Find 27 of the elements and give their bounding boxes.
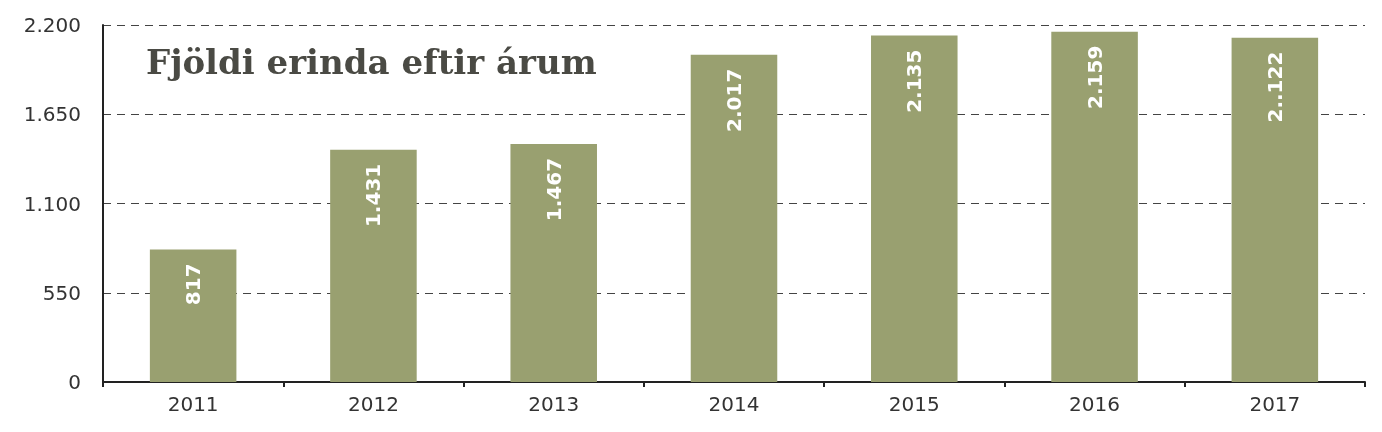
bar bbox=[510, 143, 597, 382]
data-label: 2.017 bbox=[722, 68, 746, 132]
data-label: 1.431 bbox=[361, 163, 386, 228]
text: Fjöldi erinda eftir árum bbox=[146, 42, 597, 82]
x-tick-label: 2017 bbox=[1249, 392, 1301, 416]
x-tick-label: 2013 bbox=[528, 392, 580, 416]
y-tick-label: 550 bbox=[42, 280, 81, 305]
data-label: 1.467 bbox=[541, 157, 566, 222]
x-tick-label: 2011 bbox=[167, 392, 219, 416]
bar bbox=[690, 54, 778, 382]
bar bbox=[871, 35, 958, 382]
bar bbox=[1051, 31, 1138, 382]
data-label: 817 bbox=[181, 263, 206, 306]
bar bbox=[1231, 37, 1319, 382]
y-tick-label: 1.100 bbox=[23, 191, 81, 216]
data-label: 2..122 bbox=[1262, 51, 1287, 123]
bar bbox=[149, 249, 237, 382]
y-tick-label: 0 bbox=[68, 370, 81, 394]
x-tick-label: 2016 bbox=[1069, 392, 1121, 416]
x-tick-label: 2015 bbox=[888, 392, 940, 416]
data-label: 2.135 bbox=[902, 49, 927, 113]
y-tick-label: 2.200 bbox=[23, 13, 81, 37]
y-tick-label: 1.650 bbox=[23, 102, 81, 127]
data-label: 2.159 bbox=[1082, 45, 1107, 109]
x-tick-label: 2012 bbox=[347, 392, 399, 416]
x-tick-label: 2014 bbox=[708, 392, 760, 416]
bar bbox=[330, 149, 417, 382]
